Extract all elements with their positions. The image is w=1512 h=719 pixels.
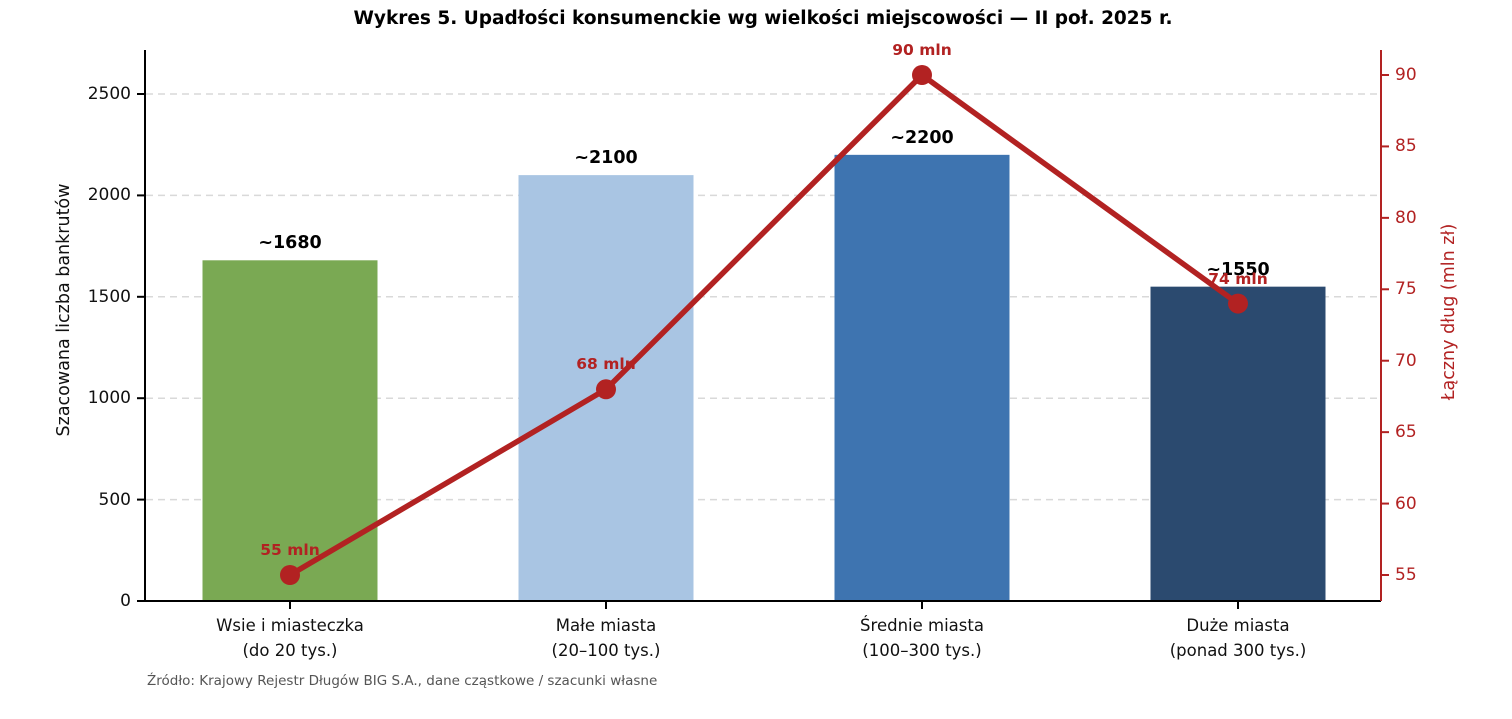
left-axis-tick-label: 2500	[87, 84, 131, 104]
left-axis-tick-label: 1000	[87, 388, 131, 409]
x-axis-category-label: Wsie i miasteczka (do 20 tys.)	[216, 613, 364, 663]
left-axis-tick-label: 1500	[87, 286, 131, 307]
bar-3	[1150, 286, 1326, 601]
category-line2: (ponad 300 tys.)	[1169, 641, 1307, 660]
bar-value-label: ~2100	[574, 148, 638, 169]
right-axis-tick-label: 90	[1395, 65, 1417, 85]
bar-2	[834, 154, 1010, 601]
bar-value-label: ~1550	[1206, 259, 1270, 280]
category-line1: Średnie miasta	[860, 616, 984, 635]
line-value-label: 90 mln	[892, 41, 952, 59]
left-axis-tick-label: 0	[120, 591, 131, 611]
left-axis-tick-label: 2000	[87, 185, 131, 206]
right-axis-tick-label: 60	[1395, 493, 1417, 514]
right-axis-tick-label: 85	[1395, 136, 1417, 157]
bar-value-label: ~2200	[890, 127, 954, 148]
category-line2: (do 20 tys.)	[242, 641, 338, 660]
category-line1: Małe miasta	[555, 616, 657, 635]
category-line2: (20–100 tys.)	[551, 641, 661, 660]
x-axis-category-label: Duże miasta (ponad 300 tys.)	[1170, 613, 1307, 663]
data-point-marker-0	[280, 565, 300, 585]
category-line2: (100–300 tys.)	[862, 641, 982, 660]
data-point-marker-2	[912, 65, 932, 85]
line-value-label: 68 mln	[576, 355, 636, 374]
debt-line	[287, 72, 1241, 578]
category-line1: Duże miasta	[1186, 616, 1290, 635]
data-point-marker-1	[596, 379, 616, 400]
bar-0	[202, 260, 378, 601]
bar-value-label: ~1680	[258, 233, 322, 254]
x-axis-category-label: Średnie miasta (100–300 tys.)	[860, 613, 984, 663]
x-axis-category-label: Małe miasta (20–100 tys.)	[552, 613, 661, 663]
data-point-marker-3	[1228, 293, 1248, 314]
left-axis-tick-label: 500	[98, 489, 131, 510]
chart-title: Wykres 5. Upadłości konsumenckie wg wiel…	[353, 8, 1173, 29]
right-axis-tick-label: 75	[1395, 279, 1417, 300]
right-axis-tick-label: 65	[1395, 422, 1417, 443]
right-axis-tick-label: 80	[1395, 207, 1417, 228]
source-note: Źródło: Krajowy Rejestr Długów BIG S.A.,…	[147, 673, 658, 689]
line-value-label: 74 mln	[1208, 269, 1268, 288]
line-value-label: 55 mln	[260, 541, 320, 559]
category-line1: Wsie i miasteczka	[216, 616, 364, 635]
right-axis-tick-label: 55	[1395, 565, 1417, 585]
right-axis-tick-label: 70	[1395, 350, 1417, 371]
